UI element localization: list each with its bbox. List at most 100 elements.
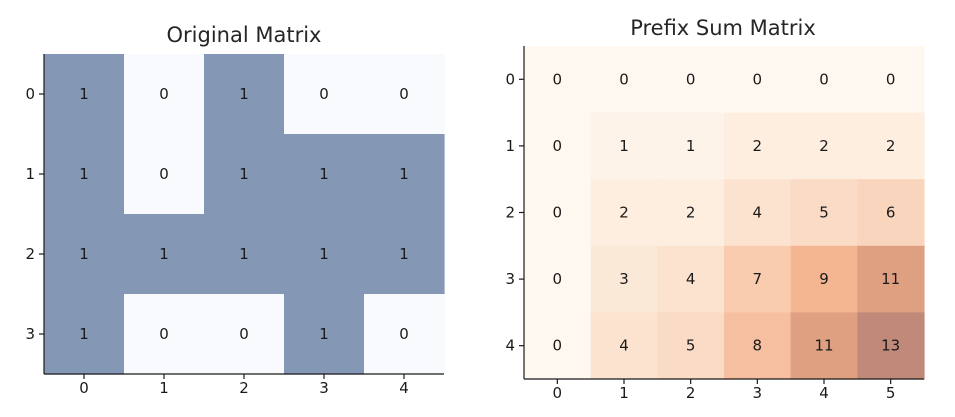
y-tick-label: 1 [25, 165, 35, 183]
cell-value-label: 0 [159, 325, 169, 343]
cell-value-label: 11 [814, 337, 833, 355]
heatmap-cell [44, 134, 125, 215]
cell-value-label: 7 [753, 270, 763, 288]
chart-title: Prefix Sum Matrix [630, 16, 816, 40]
cell-value-label: 2 [753, 137, 763, 155]
heatmap-cell [857, 46, 925, 114]
cell-value-label: 1 [619, 137, 629, 155]
heatmap-cell [44, 294, 125, 375]
cell-value-label: 1 [399, 245, 409, 263]
heatmap-cell [524, 245, 592, 313]
heatmap-cell [284, 214, 365, 295]
heatmap-cell [657, 179, 725, 247]
heatmap-cell [657, 46, 725, 114]
y-tick-label: 3 [25, 325, 35, 343]
heatmap-cell [590, 112, 658, 180]
cell-value-label: 0 [819, 70, 829, 88]
x-tick-label: 4 [399, 379, 409, 397]
heatmap-cell [657, 245, 725, 313]
y-tick-label: 4 [505, 337, 515, 355]
heatmap-cell [284, 294, 365, 375]
cell-value-label: 4 [686, 270, 696, 288]
heatmap-cell [857, 179, 925, 247]
cell-value-label: 0 [886, 70, 896, 88]
heatmap-cell [790, 179, 858, 247]
heatmap-cell [857, 312, 925, 380]
heatmap-cell [790, 112, 858, 180]
heatmap-cell [524, 179, 592, 247]
heatmap-cell [590, 245, 658, 313]
y-tick-label: 3 [505, 270, 515, 288]
cell-value-label: 0 [686, 70, 696, 88]
heatmap-cell [204, 134, 285, 215]
heatmap-cell [204, 294, 285, 375]
cell-value-label: 0 [399, 85, 409, 103]
heatmap-cells [44, 54, 445, 375]
heatmap-cell [857, 112, 925, 180]
y-tick-label: 0 [25, 85, 35, 103]
cell-value-label: 0 [553, 70, 563, 88]
heatmap-cell [204, 54, 285, 135]
heatmap-cell [590, 312, 658, 380]
cell-value-label: 9 [819, 270, 829, 288]
x-tick-label: 2 [239, 379, 249, 397]
axes: 0 1 2 3 4 0 1 2 3 [25, 54, 444, 397]
heatmap-cell [124, 294, 205, 375]
heatmap-cells [524, 46, 925, 380]
heatmap-cell [364, 134, 445, 215]
cell-value-label: 1 [319, 325, 329, 343]
heatmap-cell [124, 134, 205, 215]
cell-value-label: 11 [881, 270, 900, 288]
cell-value-label: 0 [159, 165, 169, 183]
cell-value-label: 0 [239, 325, 249, 343]
heatmap-cell [657, 312, 725, 380]
heatmap-cell [790, 312, 858, 380]
cell-value-label: 1 [319, 165, 329, 183]
heatmap-cell [44, 54, 125, 135]
x-tick-label: 3 [753, 384, 763, 402]
cell-value-label: 1 [686, 137, 696, 155]
heatmap-cell [857, 245, 925, 313]
cell-value-label: 0 [399, 325, 409, 343]
heatmap-cell [524, 112, 592, 180]
heatmap-cell [524, 312, 592, 380]
cell-value-label: 1 [79, 165, 89, 183]
heatmap-cell [524, 46, 592, 114]
heatmap-cell [204, 214, 285, 295]
cell-value-label: 0 [553, 270, 563, 288]
cell-value-label: 3 [619, 270, 629, 288]
heatmap-cell [724, 46, 792, 114]
x-tick-label: 1 [159, 379, 169, 397]
heatmap-cell [724, 312, 792, 380]
x-tick-label: 1 [619, 384, 629, 402]
heatmap-cell [364, 54, 445, 135]
cell-value-label: 0 [753, 70, 763, 88]
heatmap-cell [724, 245, 792, 313]
x-tick-label: 2 [686, 384, 696, 402]
heatmap-cell [657, 112, 725, 180]
cell-value-label: 6 [886, 204, 896, 222]
cell-value-label: 4 [753, 204, 763, 222]
heatmap-cell [124, 54, 205, 135]
cell-value-label: 0 [553, 337, 563, 355]
cell-value-label: 1 [239, 245, 249, 263]
cell-value-label: 1 [79, 245, 89, 263]
x-tick-label: 5 [886, 384, 896, 402]
cell-value-label: 1 [239, 165, 249, 183]
cell-value-label: 1 [239, 85, 249, 103]
heatmap-cell [590, 46, 658, 114]
x-tick-label: 0 [79, 379, 89, 397]
heatmap-cell [790, 46, 858, 114]
x-tick-label: 0 [553, 384, 563, 402]
prefix-sum-matrix-chart: Prefix Sum Matrix 0 0 0 0 0 00 1 1 2 2 20 2 2 4 5 60 3 4 7… [505, 16, 925, 402]
cell-value-label: 5 [686, 337, 696, 355]
cell-labels: 0 0 0 0 0 00 1 1 2 2 20 2 2 4 5 60 3 4 7 9 110 4 5 8 11 13 [553, 70, 901, 354]
cell-value-label: 0 [619, 70, 629, 88]
heatmap-cell [724, 112, 792, 180]
heatmap-cell [590, 179, 658, 247]
y-tick-label: 0 [505, 70, 515, 88]
cell-value-label: 1 [319, 245, 329, 263]
cell-labels: 1 0 1 0 0 1 0 1 1 1 1 1 1 1 1 1 0 0 1 0 [79, 85, 409, 343]
cell-value-label: 1 [399, 165, 409, 183]
